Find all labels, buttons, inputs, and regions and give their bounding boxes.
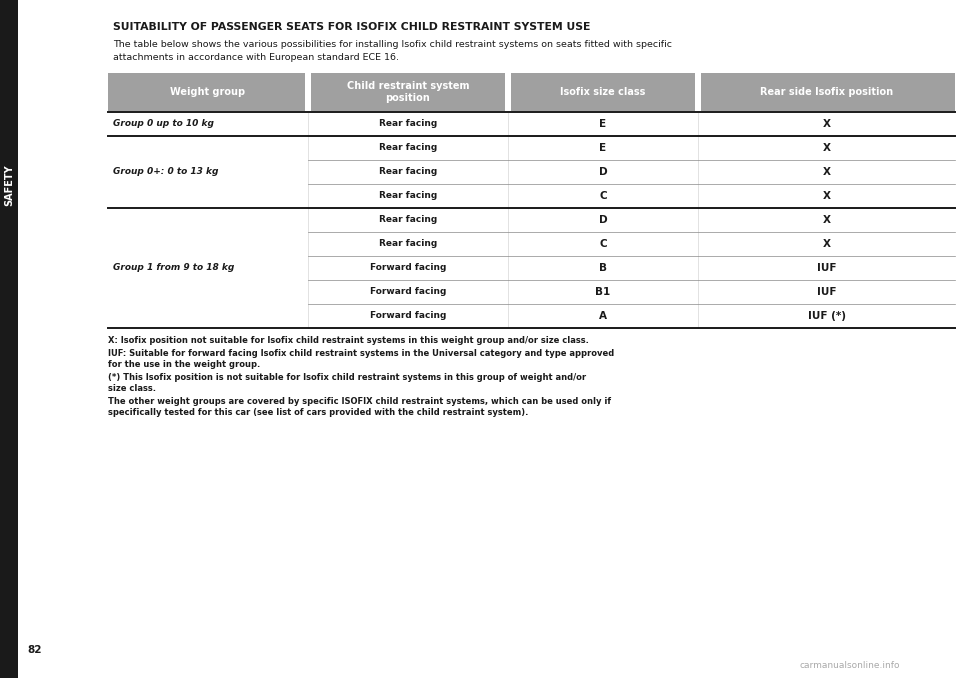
Text: IUF (*): IUF (*) <box>807 311 846 321</box>
Text: D: D <box>599 167 608 177</box>
Text: SUITABILITY OF PASSENGER SEATS FOR ISOFIX CHILD RESTRAINT SYSTEM USE: SUITABILITY OF PASSENGER SEATS FOR ISOFI… <box>113 22 590 32</box>
Text: X: X <box>823 119 830 129</box>
Text: specifically tested for this car (see list of cars provided with the child restr: specifically tested for this car (see li… <box>108 408 528 417</box>
Text: Rear facing: Rear facing <box>379 191 437 201</box>
Text: Rear facing: Rear facing <box>379 144 437 153</box>
Text: Forward facing: Forward facing <box>370 287 446 296</box>
Bar <box>0 0 18 678</box>
Text: Rear facing: Rear facing <box>379 119 437 129</box>
Text: attachments in accordance with European standard ECE 16.: attachments in accordance with European … <box>113 53 399 62</box>
Text: A: A <box>599 311 607 321</box>
Text: (*) This Isofix position is not suitable for Isofix child restraint systems in t: (*) This Isofix position is not suitable… <box>108 373 587 382</box>
Text: Weight group: Weight group <box>171 87 246 97</box>
Text: X: X <box>823 191 830 201</box>
Text: for the use in the weight group.: for the use in the weight group. <box>108 360 260 369</box>
Text: Forward facing: Forward facing <box>370 264 446 273</box>
Bar <box>511 73 695 111</box>
Text: Rear side Isofix position: Rear side Isofix position <box>760 87 893 97</box>
Text: IUF: IUF <box>817 287 836 297</box>
Text: X: X <box>823 143 830 153</box>
Text: C: C <box>599 191 607 201</box>
Text: X: Isofix position not suitable for Isofix child restraint systems in this weigh: X: Isofix position not suitable for Isof… <box>108 336 588 345</box>
Text: Group 0+: 0 to 13 kg: Group 0+: 0 to 13 kg <box>113 167 219 176</box>
Text: C: C <box>599 239 607 249</box>
Bar <box>108 73 305 111</box>
Text: Rear facing: Rear facing <box>379 167 437 176</box>
Text: The table below shows the various possibilities for installing Isofix child rest: The table below shows the various possib… <box>113 40 672 49</box>
Text: B: B <box>599 263 607 273</box>
Text: D: D <box>599 215 608 225</box>
Text: Rear facing: Rear facing <box>379 216 437 224</box>
Text: Isofix size class: Isofix size class <box>561 87 646 97</box>
Text: IUF: Suitable for forward facing Isofix child restraint systems in the Universal: IUF: Suitable for forward facing Isofix … <box>108 349 614 358</box>
Bar <box>311 73 505 111</box>
Text: Group 0 up to 10 kg: Group 0 up to 10 kg <box>113 119 214 129</box>
Text: IUF: IUF <box>817 263 836 273</box>
Text: Group 1 from 9 to 18 kg: Group 1 from 9 to 18 kg <box>113 264 234 273</box>
Text: size class.: size class. <box>108 384 156 393</box>
Bar <box>701 73 955 111</box>
Text: 82: 82 <box>28 645 42 655</box>
Text: The other weight groups are covered by specific ISOFIX child restraint systems, : The other weight groups are covered by s… <box>108 397 612 406</box>
Text: Child restraint system
position: Child restraint system position <box>347 81 469 103</box>
Text: Rear facing: Rear facing <box>379 239 437 249</box>
Text: B1: B1 <box>595 287 611 297</box>
Text: X: X <box>823 239 830 249</box>
Text: E: E <box>599 143 607 153</box>
Text: carmanualsonline.info: carmanualsonline.info <box>800 660 900 669</box>
Text: SAFETY: SAFETY <box>4 164 14 206</box>
Text: E: E <box>599 119 607 129</box>
Text: X: X <box>823 167 830 177</box>
Text: Forward facing: Forward facing <box>370 311 446 321</box>
Text: X: X <box>823 215 830 225</box>
